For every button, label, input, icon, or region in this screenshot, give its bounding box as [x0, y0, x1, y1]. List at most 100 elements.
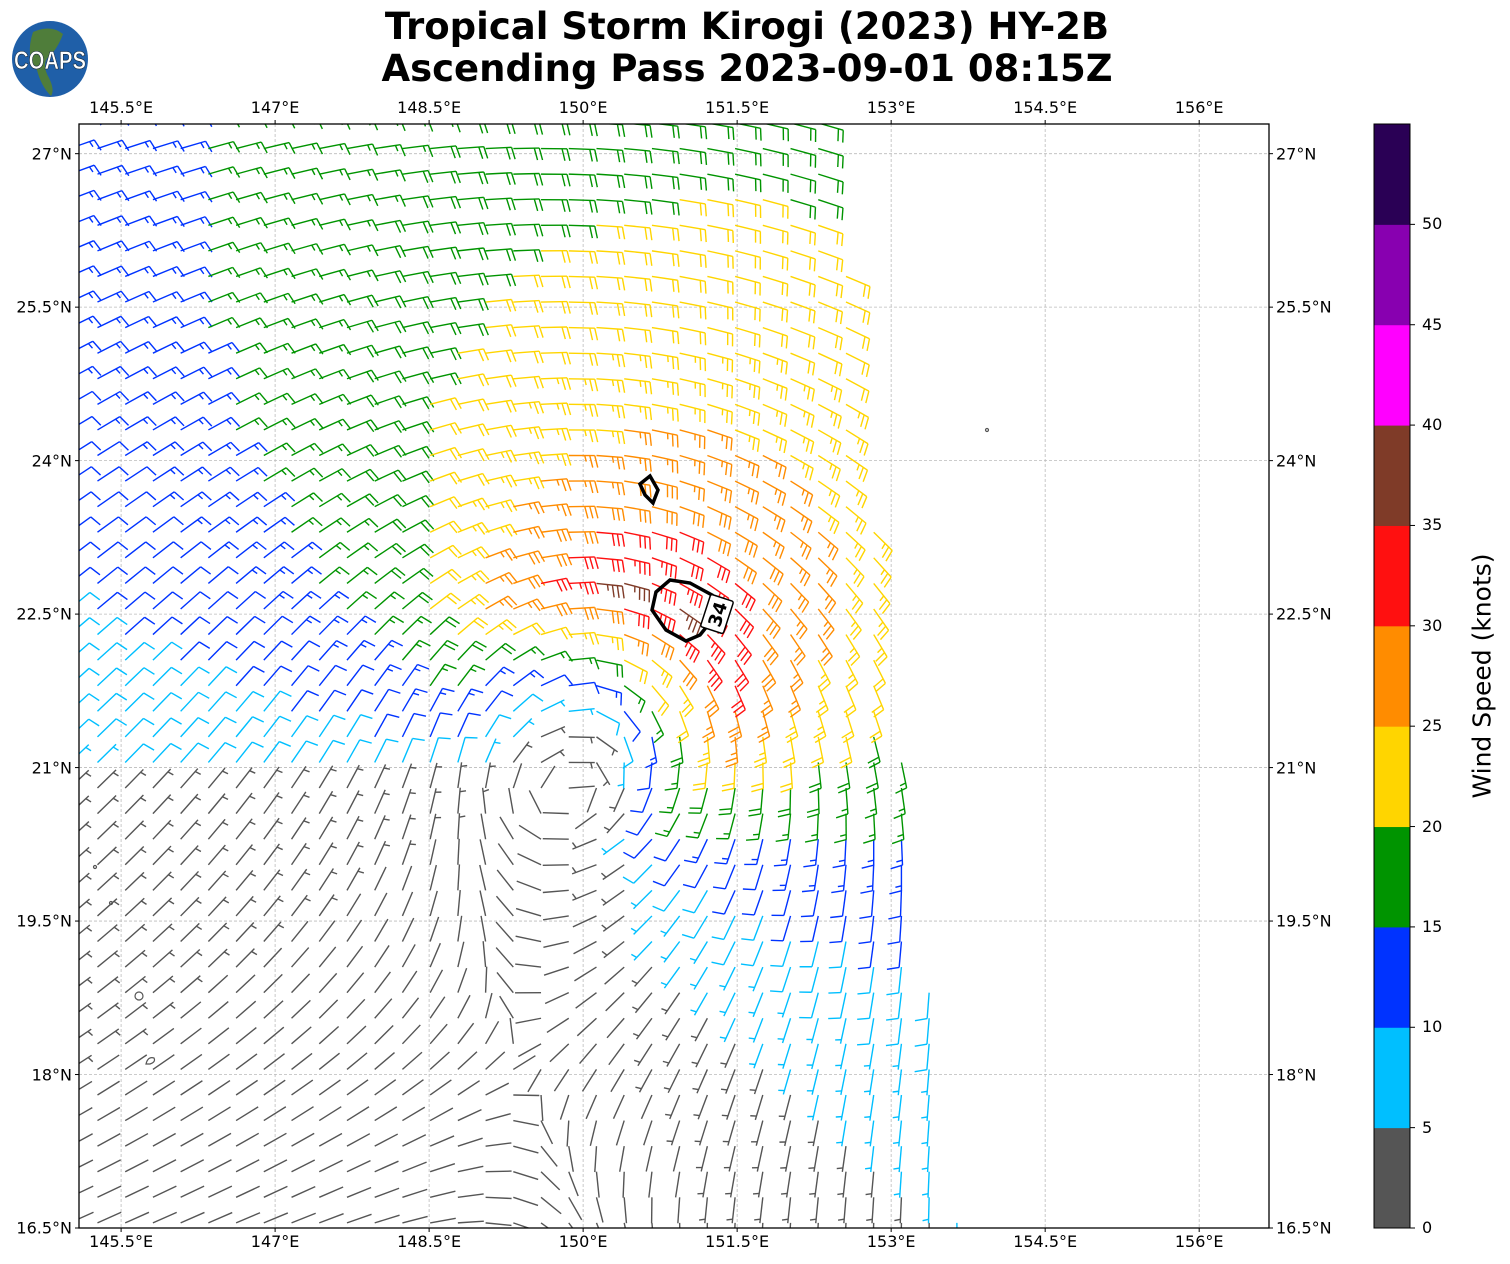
wind-barb: [124, 591, 156, 610]
wind-barb: [568, 454, 599, 468]
coaps-logo: COAPS: [12, 21, 88, 97]
wind-barb: [679, 224, 707, 243]
wind-barb: [235, 767, 256, 789]
wind-barb: [152, 1132, 176, 1147]
wind-barb: [479, 839, 487, 865]
colorbar-label: Wind Speed (knots): [1467, 553, 1497, 799]
wind-barb: [568, 301, 599, 315]
wind-barb: [318, 920, 336, 942]
wind-barb: [513, 147, 544, 161]
wind-barb: [264, 124, 268, 129]
wind-barb: [595, 762, 611, 787]
wind-barb: [152, 794, 174, 815]
wind-barb: [401, 944, 416, 968]
wind-barb: [429, 1079, 452, 1096]
wind-barb: [346, 1213, 372, 1224]
wind-barb: [346, 1186, 372, 1198]
wind-barb: [601, 124, 626, 138]
lon-tick-label-bottom: 148.5°E: [397, 1232, 462, 1251]
svg-text:COAPS: COAPS: [14, 47, 86, 75]
wind-barb: [893, 1146, 903, 1173]
colorbar-segment: [1374, 726, 1410, 828]
plot-title-line1: Tropical Storm Kirogi (2023) HY-2B: [384, 5, 1110, 48]
wind-barb: [734, 454, 760, 479]
wind-barb: [485, 374, 517, 388]
wind-barb: [374, 945, 390, 968]
wind-barb: [263, 1185, 288, 1198]
wind-barb: [857, 966, 875, 995]
wind-barb: [235, 844, 256, 866]
wind-barb: [566, 1120, 570, 1147]
wind-barb: [788, 685, 802, 718]
wind-barb: [679, 582, 703, 609]
wind-barb: [513, 476, 545, 490]
wind-barb: [402, 543, 434, 559]
wind-barb: [152, 215, 185, 228]
wind-barb: [290, 817, 310, 840]
wind-barb: [291, 393, 324, 405]
wind-barb: [541, 377, 572, 391]
wind-barb: [346, 1025, 367, 1045]
wind-barb: [541, 351, 572, 365]
wind-barb: [777, 1043, 792, 1069]
wind-barb: [790, 199, 817, 220]
wind-barb: [430, 347, 462, 361]
wind-barb: [79, 872, 92, 884]
wind-barb: [457, 323, 489, 337]
wind-barb: [633, 1043, 653, 1067]
wind-barb: [402, 1215, 428, 1224]
wind-barb: [709, 124, 735, 140]
wind-barb: [624, 173, 653, 190]
wind-barb: [707, 352, 734, 373]
wind-barb: [429, 762, 443, 789]
wind-barb: [596, 199, 626, 214]
wind-barb: [374, 1187, 400, 1198]
wind-barb: [208, 1106, 231, 1122]
wind-barb: [889, 864, 903, 895]
wind-barb: [707, 173, 735, 192]
wind-barb: [845, 403, 870, 430]
wind-barb: [319, 243, 351, 256]
wind-barb: [180, 922, 203, 943]
wind-barb: [97, 1002, 121, 1019]
wind-barb: [837, 1171, 847, 1198]
wind-barb: [807, 1094, 819, 1121]
wind-barb: [513, 350, 544, 364]
wind-barb: [678, 1222, 681, 1228]
wind-barb: [124, 466, 157, 482]
wind-barb: [484, 992, 493, 1019]
wind-barb: [402, 567, 434, 584]
lon-tick-label-top: 150°E: [558, 98, 608, 117]
wind-barb: [712, 864, 736, 890]
wind-barb: [541, 224, 571, 238]
wind-barb: [208, 316, 241, 329]
wind-barb: [457, 423, 490, 437]
wind-barb: [79, 924, 93, 935]
wind-barb: [762, 250, 789, 271]
wind-barb: [124, 165, 158, 177]
wind-barb: [457, 221, 489, 236]
wind-barb: [568, 224, 599, 239]
wind-barb: [79, 898, 92, 909]
wind-barb: [623, 685, 646, 713]
wind-barb: [235, 392, 268, 405]
wind-barb: [790, 378, 815, 402]
wind-barb: [815, 685, 829, 718]
contour-label: 34: [700, 593, 734, 635]
wind-barb: [895, 762, 908, 794]
lat-tick-label-left: 27°N: [31, 144, 72, 164]
wind-barb: [780, 1171, 792, 1198]
wind-barb: [235, 1079, 258, 1096]
wind-barb: [600, 864, 625, 881]
wind-barb: [751, 1145, 764, 1172]
wind-barb: [207, 1079, 231, 1096]
wind-barb: [540, 1171, 561, 1191]
wind-barb: [263, 417, 296, 431]
wind-barb: [401, 814, 416, 840]
wind-barb: [346, 143, 379, 156]
wind-barb: [152, 1185, 177, 1198]
wind-barb: [734, 224, 762, 244]
lon-tick-label-bottom: 154.5°E: [1013, 1232, 1078, 1251]
wind-barb: [429, 969, 444, 994]
wind-barb: [666, 1120, 681, 1146]
